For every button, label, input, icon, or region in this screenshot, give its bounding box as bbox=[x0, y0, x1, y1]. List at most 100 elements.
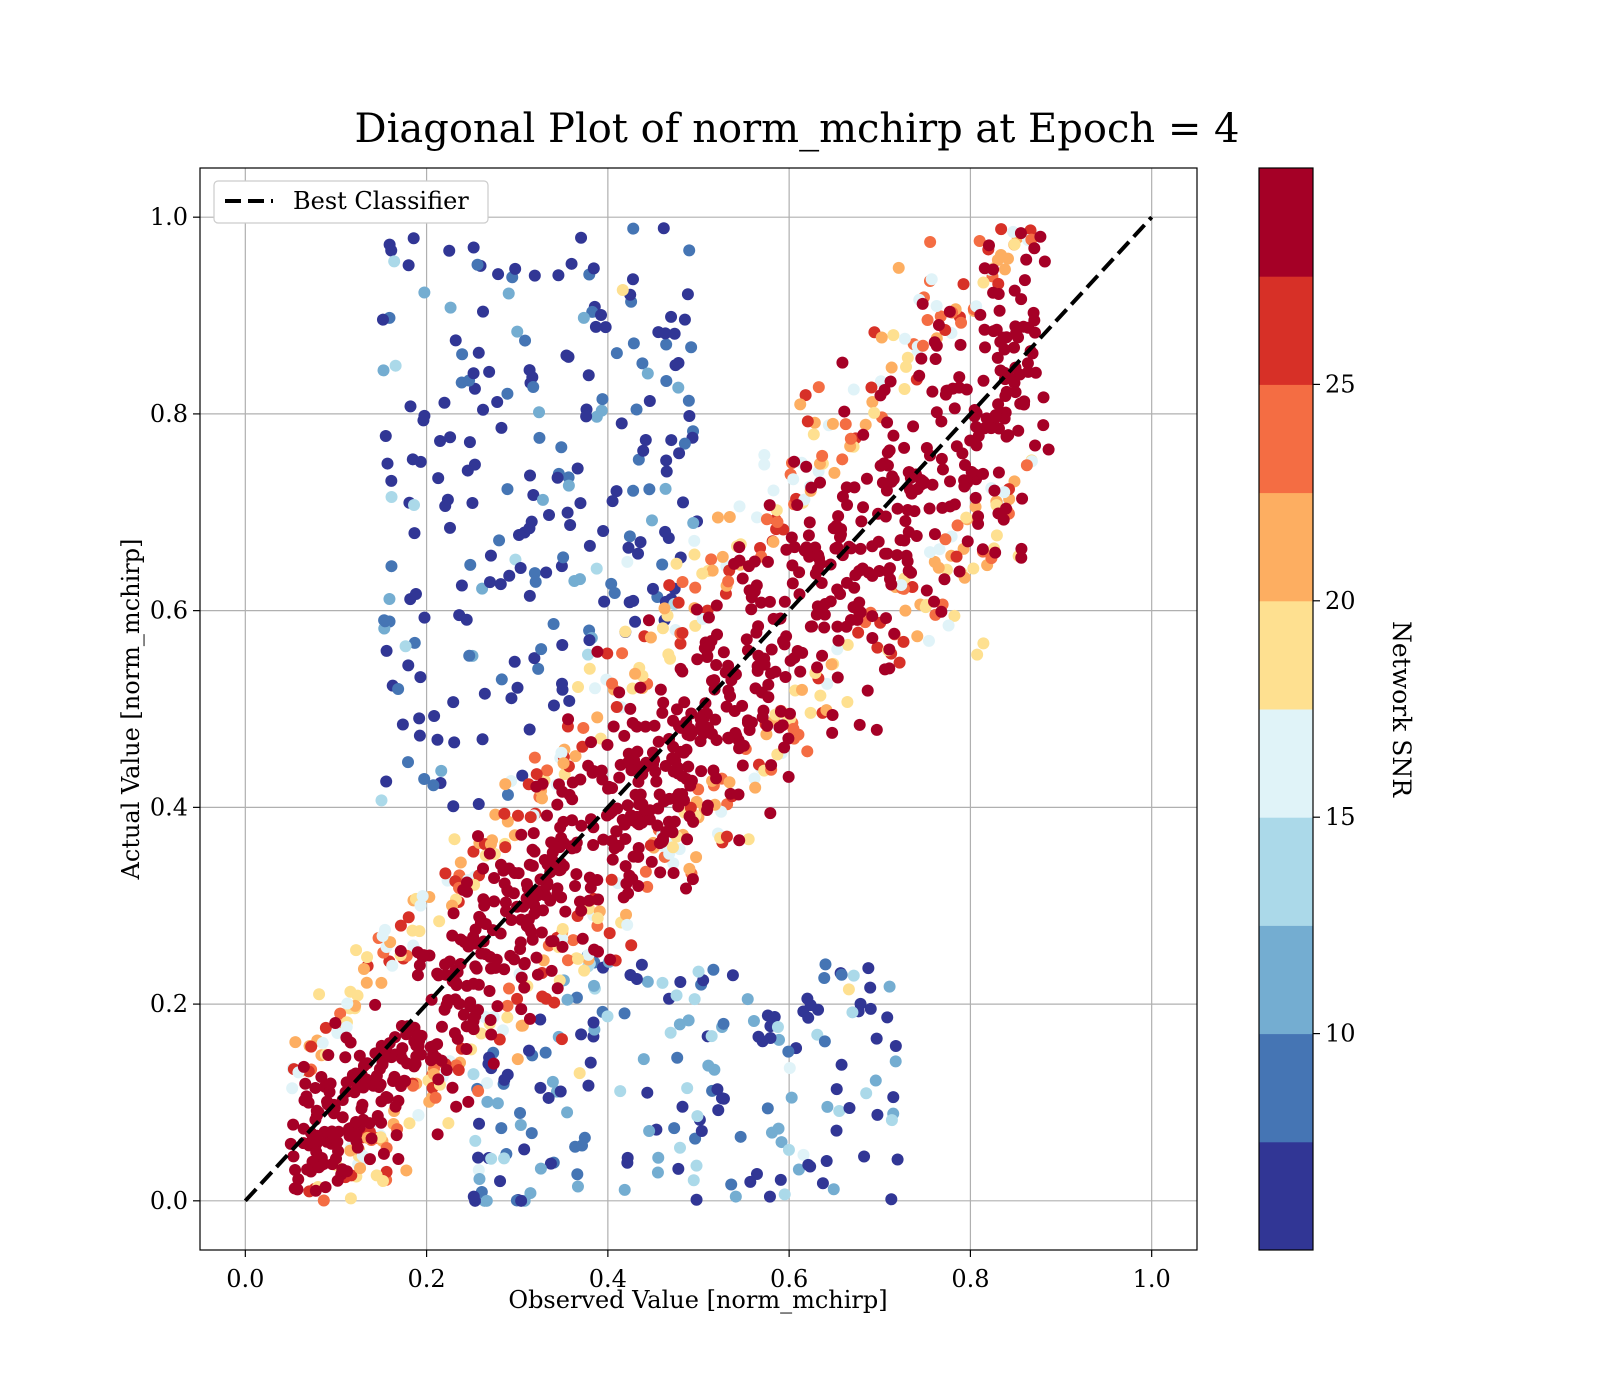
scatter-point bbox=[523, 1012, 536, 1025]
scatter-point bbox=[439, 867, 452, 880]
scatter-point bbox=[316, 1036, 329, 1049]
scatter-point bbox=[979, 341, 992, 354]
scatter-point bbox=[758, 448, 771, 461]
scatter-point bbox=[450, 1100, 463, 1113]
scatter-point bbox=[690, 1159, 703, 1172]
scatter-point bbox=[899, 604, 912, 617]
scatter-point bbox=[375, 976, 388, 989]
scatter-point bbox=[462, 1095, 475, 1108]
scatter-point bbox=[935, 452, 948, 465]
scatter-point bbox=[710, 599, 723, 612]
scatter-point bbox=[603, 927, 616, 940]
scatter-point bbox=[685, 707, 698, 720]
scatter-point bbox=[430, 1051, 443, 1064]
scatter-point bbox=[408, 498, 421, 511]
scatter-point bbox=[534, 1162, 547, 1175]
scatter-point bbox=[948, 609, 961, 622]
scatter-point bbox=[528, 751, 541, 764]
scatter-point bbox=[388, 255, 401, 268]
scatter-point bbox=[501, 387, 514, 400]
scatter-point bbox=[977, 467, 990, 480]
scatter-point bbox=[566, 814, 579, 827]
scatter-point bbox=[528, 269, 541, 282]
scatter-point bbox=[595, 404, 608, 417]
scatter-point bbox=[1008, 341, 1021, 354]
y-tick-label: 0.8 bbox=[150, 400, 188, 428]
scatter-point bbox=[511, 681, 524, 694]
scatter-point bbox=[726, 969, 739, 982]
scatter-point bbox=[1010, 327, 1023, 340]
scatter-point bbox=[865, 381, 878, 394]
scatter-point bbox=[913, 369, 926, 382]
scatter-point bbox=[733, 500, 746, 513]
scatter-point bbox=[440, 1063, 453, 1076]
scatter-point bbox=[682, 394, 695, 407]
scatter-point bbox=[869, 1074, 882, 1087]
scatter-point bbox=[988, 484, 1001, 497]
scatter-point bbox=[552, 269, 565, 282]
scatter-point bbox=[514, 561, 527, 574]
scatter-point bbox=[866, 540, 879, 553]
scatter-point bbox=[758, 652, 771, 665]
scatter-point bbox=[591, 645, 604, 658]
scatter-point bbox=[380, 1090, 393, 1103]
scatter-point bbox=[551, 471, 564, 484]
scatter-point bbox=[881, 1011, 894, 1024]
scatter-point bbox=[944, 475, 957, 488]
scatter-point bbox=[692, 965, 705, 978]
scatter-point bbox=[606, 782, 619, 795]
scatter-point bbox=[443, 955, 456, 968]
scatter-point bbox=[446, 1081, 459, 1094]
scatter-point bbox=[587, 262, 600, 275]
scatter-point bbox=[559, 905, 572, 918]
scatter-point bbox=[403, 1117, 416, 1130]
scatter-point bbox=[360, 976, 373, 989]
scatter-point bbox=[924, 236, 937, 249]
scatter-point bbox=[833, 1104, 846, 1117]
scatter-point bbox=[741, 714, 754, 727]
scatter-point bbox=[942, 619, 955, 632]
scatter-point bbox=[657, 696, 670, 709]
scatter-point bbox=[530, 951, 543, 964]
scatter-point bbox=[883, 444, 896, 457]
scatter-point bbox=[915, 473, 928, 486]
scatter-point bbox=[583, 662, 596, 675]
scatter-point bbox=[575, 1028, 588, 1041]
scatter-point bbox=[677, 496, 690, 509]
scatter-point bbox=[862, 566, 875, 579]
scatter-point bbox=[375, 1116, 388, 1129]
scatter-point bbox=[701, 649, 714, 662]
scatter-point bbox=[911, 630, 924, 643]
scatter-point bbox=[887, 473, 900, 486]
scatter-point bbox=[396, 718, 409, 731]
scatter-point bbox=[408, 636, 421, 649]
scatter-point bbox=[402, 756, 415, 769]
scatter-point bbox=[513, 528, 526, 541]
scatter-point bbox=[413, 712, 426, 725]
scatter-point bbox=[788, 455, 801, 468]
scatter-point bbox=[1024, 224, 1037, 237]
scatter-point bbox=[377, 364, 390, 377]
scatter-point bbox=[588, 682, 601, 695]
scatter-point bbox=[622, 541, 635, 554]
scatter-point bbox=[932, 561, 945, 574]
scatter-point bbox=[348, 1086, 361, 1099]
scatter-point bbox=[989, 409, 1002, 422]
scatter-point bbox=[891, 1153, 904, 1166]
scatter-point bbox=[660, 465, 673, 478]
scatter-point bbox=[717, 1017, 730, 1030]
scatter-point bbox=[844, 614, 857, 627]
scatter-point bbox=[779, 670, 792, 683]
scatter-point bbox=[489, 808, 502, 821]
scatter-point bbox=[331, 1026, 344, 1039]
scatter-point bbox=[583, 634, 596, 647]
scatter-point bbox=[709, 713, 722, 726]
scatter-point bbox=[663, 579, 676, 592]
scatter-point bbox=[540, 809, 553, 822]
scatter-point bbox=[762, 678, 775, 691]
scatter-point bbox=[564, 519, 577, 532]
scatter-point bbox=[614, 1085, 627, 1098]
scatter-point bbox=[834, 587, 847, 600]
scatter-point bbox=[889, 1055, 902, 1068]
scatter-point bbox=[498, 1073, 511, 1086]
